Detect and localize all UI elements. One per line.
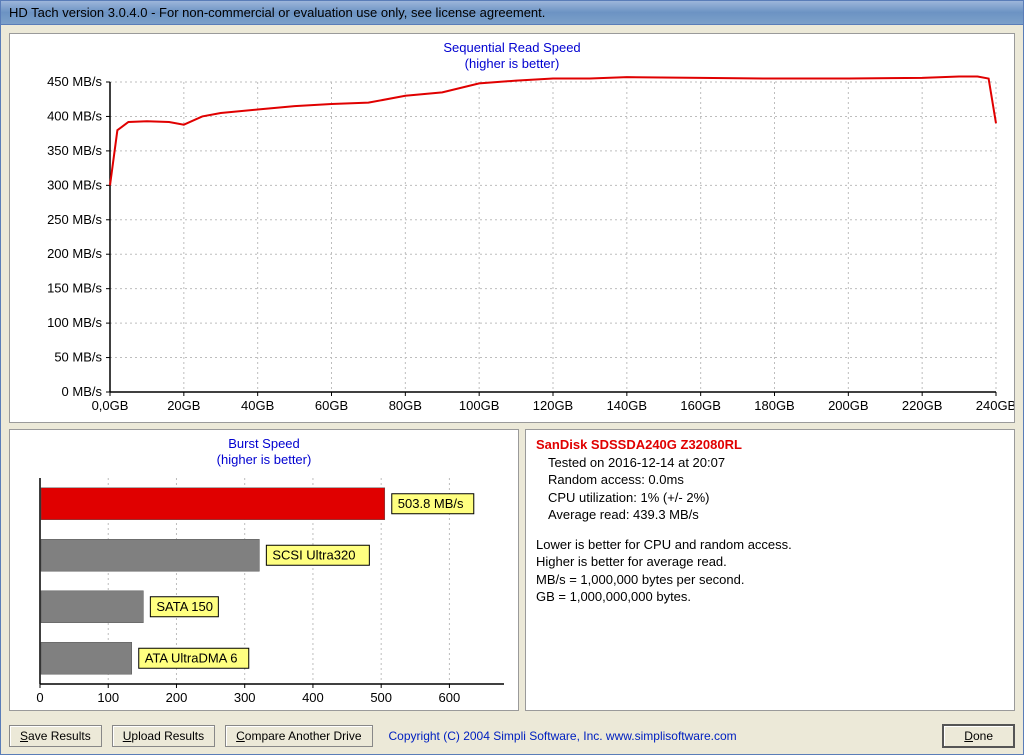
info-line: Average read: 439.3 MB/s bbox=[548, 506, 1004, 524]
svg-text:60GB: 60GB bbox=[315, 398, 348, 413]
svg-text:20GB: 20GB bbox=[167, 398, 200, 413]
save-label-rest: ave Results bbox=[28, 729, 91, 743]
svg-text:40GB: 40GB bbox=[241, 398, 274, 413]
svg-text:220GB: 220GB bbox=[902, 398, 942, 413]
burst-speed-panel: Burst Speed(higher is better) 0 100 200 300 4… bbox=[9, 429, 519, 711]
compare-label-rest: ompare Another Drive bbox=[245, 729, 362, 743]
info-line: Random access: 0.0ms bbox=[548, 471, 1004, 489]
svg-text:200: 200 bbox=[166, 690, 188, 705]
svg-text:(higher is better): (higher is better) bbox=[465, 56, 560, 71]
save-results-button[interactable]: Save Results bbox=[9, 725, 102, 747]
sequential-read-panel: Sequential Read Speed(higher is better) 0… bbox=[9, 33, 1015, 423]
svg-text:100 MB/s: 100 MB/s bbox=[47, 315, 102, 330]
title-bar: HD Tach version 3.0.4.0 - For non-commer… bbox=[1, 1, 1023, 25]
svg-text:200GB: 200GB bbox=[828, 398, 868, 413]
svg-text:50 MB/s: 50 MB/s bbox=[54, 350, 102, 365]
svg-text:120GB: 120GB bbox=[533, 398, 573, 413]
svg-text:140GB: 140GB bbox=[607, 398, 647, 413]
bottom-row: Burst Speed(higher is better) 0 100 200 300 4… bbox=[9, 429, 1015, 711]
info-line: Tested on 2016-12-14 at 20:07 bbox=[548, 454, 1004, 472]
svg-text:300 MB/s: 300 MB/s bbox=[47, 177, 102, 192]
info-line: MB/s = 1,000,000 bytes per second. bbox=[536, 571, 1004, 589]
svg-text:100GB: 100GB bbox=[459, 398, 499, 413]
info-lines-secondary: Lower is better for CPU and random acces… bbox=[536, 536, 1004, 606]
info-line: CPU utilization: 1% (+/- 2%) bbox=[548, 489, 1004, 507]
svg-text:0 MB/s: 0 MB/s bbox=[62, 384, 103, 399]
info-lines-primary: Tested on 2016-12-14 at 20:07Random acce… bbox=[536, 454, 1004, 524]
svg-text:SCSI Ultra320: SCSI Ultra320 bbox=[272, 547, 355, 562]
svg-text:0,0GB: 0,0GB bbox=[92, 398, 129, 413]
done-label-rest: one bbox=[973, 729, 993, 743]
svg-text:400: 400 bbox=[302, 690, 324, 705]
info-line: Higher is better for average read. bbox=[536, 553, 1004, 571]
info-line: Lower is better for CPU and random acces… bbox=[536, 536, 1004, 554]
info-panel: SanDisk SDSSDA240G Z32080RL Tested on 20… bbox=[525, 429, 1015, 711]
compare-drive-button[interactable]: Compare Another Drive bbox=[225, 725, 372, 747]
svg-text:350 MB/s: 350 MB/s bbox=[47, 143, 102, 158]
upload-results-button[interactable]: Upload Results bbox=[112, 725, 215, 747]
svg-text:Burst Speed: Burst Speed bbox=[228, 436, 300, 451]
svg-text:0: 0 bbox=[36, 690, 43, 705]
footer-bar: Save Results Upload Results Compare Anot… bbox=[1, 720, 1023, 754]
svg-text:SATA 150: SATA 150 bbox=[156, 599, 213, 614]
svg-text:250 MB/s: 250 MB/s bbox=[47, 212, 102, 227]
copyright-text: Copyright (C) 2004 Simpli Software, Inc.… bbox=[389, 729, 737, 743]
svg-text:(higher is better): (higher is better) bbox=[217, 452, 312, 467]
svg-text:450 MB/s: 450 MB/s bbox=[47, 74, 102, 89]
svg-text:Sequential Read Speed: Sequential Read Speed bbox=[443, 40, 580, 55]
svg-text:400 MB/s: 400 MB/s bbox=[47, 108, 102, 123]
svg-text:503.8 MB/s: 503.8 MB/s bbox=[398, 496, 464, 511]
content-area: Sequential Read Speed(higher is better)0… bbox=[1, 25, 1023, 720]
svg-text:100: 100 bbox=[97, 690, 119, 705]
svg-text:300: 300 bbox=[234, 690, 256, 705]
svg-text:160GB: 160GB bbox=[680, 398, 720, 413]
svg-text:200 MB/s: 200 MB/s bbox=[47, 246, 102, 261]
done-button[interactable]: Done bbox=[942, 724, 1015, 748]
svg-text:150 MB/s: 150 MB/s bbox=[47, 281, 102, 296]
window-title: HD Tach version 3.0.4.0 - For non-commer… bbox=[9, 5, 545, 20]
svg-text:80GB: 80GB bbox=[389, 398, 422, 413]
svg-text:180GB: 180GB bbox=[754, 398, 794, 413]
app-window: HD Tach version 3.0.4.0 - For non-commer… bbox=[0, 0, 1024, 755]
burst-speed-chart: Burst Speed(higher is better) 0 100 200 300 4… bbox=[10, 430, 518, 710]
upload-label-rest: pload Results bbox=[131, 729, 204, 743]
svg-text:500: 500 bbox=[370, 690, 392, 705]
svg-text:240GB: 240GB bbox=[976, 398, 1014, 413]
info-line: GB = 1,000,000,000 bytes. bbox=[536, 588, 1004, 606]
svg-text:600: 600 bbox=[439, 690, 461, 705]
sequential-read-chart: Sequential Read Speed(higher is better) 0… bbox=[10, 34, 1014, 420]
svg-text:ATA UltraDMA 6: ATA UltraDMA 6 bbox=[145, 650, 238, 665]
device-name: SanDisk SDSSDA240G Z32080RL bbox=[536, 436, 1004, 454]
